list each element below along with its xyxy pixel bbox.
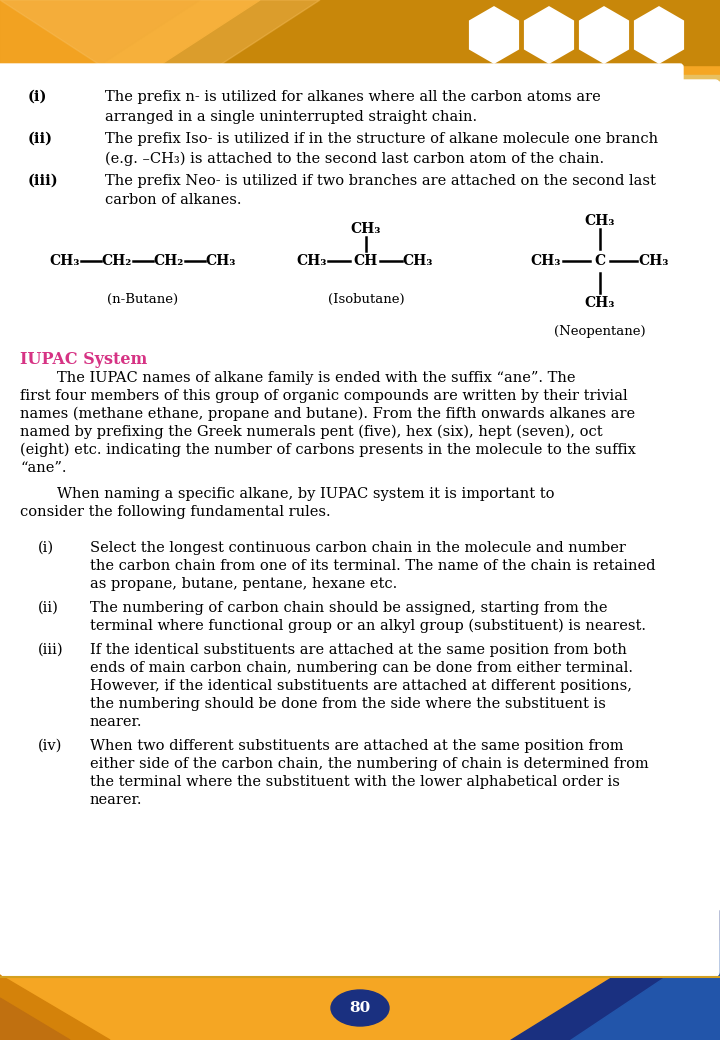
Text: CH₃: CH₃ (402, 254, 433, 268)
Text: CH₃: CH₃ (531, 254, 561, 268)
Text: However, if the identical substituents are attached at different positions,: However, if the identical substituents a… (90, 679, 632, 693)
Text: (iii): (iii) (28, 174, 58, 188)
Text: When two different substituents are attached at the same position from: When two different substituents are atta… (90, 739, 624, 753)
Text: IUPAC System: IUPAC System (20, 350, 148, 368)
Polygon shape (0, 0, 720, 64)
Text: The prefix Iso- is utilized if in the structure of alkane molecule one branch: The prefix Iso- is utilized if in the st… (105, 132, 658, 146)
Text: carbon of alkanes.: carbon of alkanes. (105, 193, 241, 208)
Text: (iv): (iv) (38, 739, 63, 753)
Text: first four members of this group of organic compounds are written by their trivi: first four members of this group of orga… (20, 389, 628, 402)
Text: 80: 80 (349, 1000, 371, 1015)
Polygon shape (0, 976, 110, 1040)
Polygon shape (469, 7, 518, 63)
Text: (n-Butane): (n-Butane) (107, 293, 179, 306)
Text: terminal where functional group or an alkyl group (substituent) is nearest.: terminal where functional group or an al… (90, 619, 646, 633)
Text: arranged in a single uninterrupted straight chain.: arranged in a single uninterrupted strai… (105, 109, 477, 124)
Text: (i): (i) (38, 541, 54, 555)
Text: When naming a specific alkane, by IUPAC system it is important to: When naming a specific alkane, by IUPAC … (20, 487, 554, 501)
Text: consider the following fundamental rules.: consider the following fundamental rules… (20, 505, 330, 519)
Polygon shape (0, 75, 720, 80)
Text: CH₃: CH₃ (351, 222, 381, 236)
Text: ends of main carbon chain, numbering can be done from either terminal.: ends of main carbon chain, numbering can… (90, 661, 633, 675)
Text: CH₂: CH₂ (102, 254, 132, 268)
Text: (ii): (ii) (28, 132, 53, 146)
Text: (ii): (ii) (38, 601, 59, 615)
Text: (i): (i) (28, 90, 48, 104)
FancyBboxPatch shape (1, 80, 719, 976)
Text: either side of the carbon chain, the numbering of chain is determined from: either side of the carbon chain, the num… (90, 757, 649, 771)
Text: names (methane ethane, propane and butane). From the fifth onwards alkanes are: names (methane ethane, propane and butan… (20, 407, 635, 421)
Polygon shape (0, 0, 720, 80)
Ellipse shape (331, 990, 389, 1026)
Text: (Neopentane): (Neopentane) (554, 324, 646, 338)
Text: the carbon chain from one of its terminal. The name of the chain is retained: the carbon chain from one of its termina… (90, 560, 655, 573)
Text: (e.g. –CH₃) is attached to the second last carbon atom of the chain.: (e.g. –CH₃) is attached to the second la… (105, 152, 604, 166)
Text: CH₃: CH₃ (585, 214, 615, 228)
Polygon shape (570, 940, 720, 1040)
Text: (eight) etc. indicating the number of carbons presents in the molecule to the su: (eight) etc. indicating the number of ca… (20, 443, 636, 458)
FancyBboxPatch shape (0, 64, 683, 85)
Text: the numbering should be done from the side where the substituent is: the numbering should be done from the si… (90, 697, 606, 711)
Text: CH: CH (354, 254, 378, 268)
Text: “ane”.: “ane”. (20, 461, 66, 475)
Polygon shape (0, 0, 260, 64)
Text: The prefix n- is utilized for alkanes where all the carbon atoms are: The prefix n- is utilized for alkanes wh… (105, 90, 600, 104)
Text: Select the longest continuous carbon chain in the molecule and number: Select the longest continuous carbon cha… (90, 541, 626, 555)
Text: CH₂: CH₂ (154, 254, 184, 268)
Polygon shape (0, 0, 200, 64)
Text: The IUPAC names of alkane family is ended with the suffix “ane”. The: The IUPAC names of alkane family is ende… (20, 371, 575, 385)
Text: nearer.: nearer. (90, 792, 143, 807)
Text: The numbering of carbon chain should be assigned, starting from the: The numbering of carbon chain should be … (90, 601, 608, 615)
Polygon shape (635, 7, 683, 63)
Polygon shape (525, 7, 573, 63)
Text: named by prefixing the Greek numerals pent (five), hex (six), hept (seven), oct: named by prefixing the Greek numerals pe… (20, 425, 603, 439)
Text: CH₃: CH₃ (50, 254, 80, 268)
Text: CH₃: CH₃ (206, 254, 236, 268)
Text: C: C (595, 254, 606, 268)
Text: The prefix Neo- is utilized if two branches are attached on the second last: The prefix Neo- is utilized if two branc… (105, 174, 656, 188)
Polygon shape (510, 910, 720, 1040)
Text: (iii): (iii) (38, 643, 63, 657)
Text: (Isobutane): (Isobutane) (328, 293, 405, 306)
Text: If the identical substituents are attached at the same position from both: If the identical substituents are attach… (90, 643, 627, 657)
Text: the terminal where the substituent with the lower alphabetical order is: the terminal where the substituent with … (90, 775, 620, 789)
Polygon shape (0, 998, 70, 1040)
Polygon shape (0, 976, 720, 1040)
Polygon shape (580, 7, 629, 63)
Text: as propane, butane, pentane, hexane etc.: as propane, butane, pentane, hexane etc. (90, 577, 397, 591)
Text: CH₃: CH₃ (585, 296, 615, 310)
Text: CH₃: CH₃ (297, 254, 327, 268)
Polygon shape (0, 0, 320, 64)
Text: nearer.: nearer. (90, 716, 143, 729)
Text: CH₃: CH₃ (639, 254, 669, 268)
